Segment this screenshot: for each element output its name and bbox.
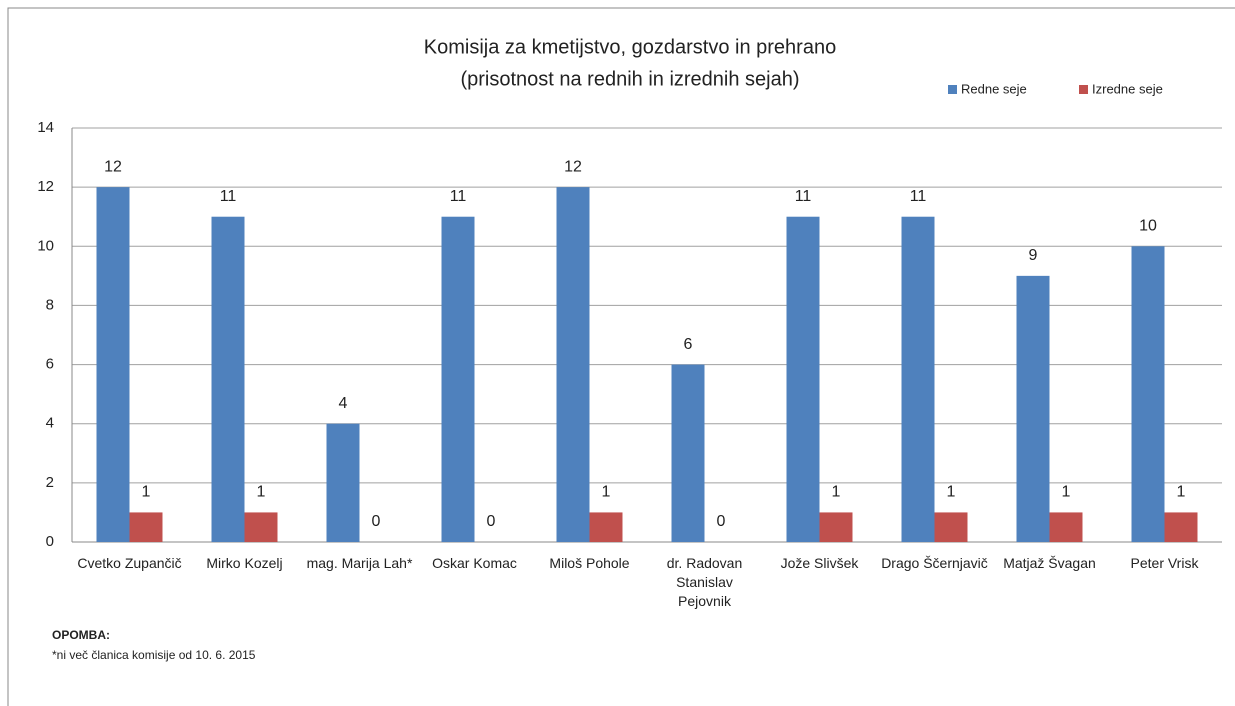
y-tick-label: 12 <box>37 178 54 195</box>
value-label: 9 <box>1029 247 1038 264</box>
y-tick-label: 6 <box>46 356 54 373</box>
value-label: 1 <box>142 484 151 501</box>
x-tick-label: dr. Radovan Stanislav Pejovnik <box>666 555 743 609</box>
bar <box>96 187 130 542</box>
bar <box>901 216 935 542</box>
value-label: 6 <box>684 336 693 353</box>
chart-title: Komisija za kmetijstvo, gozdarstvo in pr… <box>424 36 836 58</box>
value-label: 0 <box>372 513 381 530</box>
bar <box>326 423 360 542</box>
y-tick-label: 8 <box>46 296 54 313</box>
bar <box>1131 246 1165 543</box>
x-tick-label: Matjaž Švagan <box>1003 555 1096 571</box>
bar <box>819 512 853 542</box>
y-tick-label: 10 <box>37 237 54 254</box>
x-tick-label: mag. Marija Lah* <box>306 555 413 571</box>
value-label: 1 <box>257 484 266 501</box>
x-tick-label: Miloš Pohole <box>549 555 630 571</box>
bar <box>441 216 475 542</box>
bar <box>934 512 968 542</box>
bar <box>671 364 705 542</box>
bar <box>211 216 245 542</box>
legend-label: Redne seje <box>961 81 1027 96</box>
note: *ni več članica komisije od 10. 6. 2015 <box>52 648 256 662</box>
bar <box>556 187 590 542</box>
value-label: 1 <box>1062 484 1071 501</box>
value-label: 1 <box>1177 484 1186 501</box>
y-tick-label: 0 <box>46 533 54 550</box>
legend-label: Izredne seje <box>1092 81 1163 96</box>
value-label: 1 <box>602 484 611 501</box>
value-label: 0 <box>717 513 726 530</box>
x-tick-label: Drago Ščernjavič <box>881 555 988 571</box>
value-label: 11 <box>910 188 927 205</box>
bar <box>786 216 820 542</box>
x-tick-label: Cvetko Zupančič <box>77 555 182 571</box>
value-label: 0 <box>487 513 496 530</box>
x-tick-label: Peter Vrisk <box>1130 555 1199 571</box>
value-label: 12 <box>104 158 122 175</box>
legend-swatch <box>1079 85 1088 94</box>
bar <box>1164 512 1198 542</box>
chart-frame <box>7 7 1235 706</box>
bar <box>244 512 278 542</box>
legend-swatch <box>948 85 957 94</box>
value-label: 10 <box>1139 218 1157 235</box>
y-tick-label: 4 <box>46 415 54 432</box>
value-label: 11 <box>450 188 467 205</box>
y-tick-label: 2 <box>46 474 54 491</box>
x-tick-label: Mirko Kozelj <box>206 555 283 571</box>
value-label: 12 <box>564 158 582 175</box>
bar <box>589 512 623 542</box>
note-title: OPOMBA: <box>52 628 110 642</box>
bar <box>1049 512 1083 542</box>
bar <box>1016 275 1050 542</box>
chart-subtitle: (prisotnost na rednih in izrednih sejah) <box>460 68 799 90</box>
value-label: 1 <box>947 484 956 501</box>
value-label: 4 <box>339 395 348 412</box>
value-label: 1 <box>832 484 841 501</box>
x-tick-label: Oskar Komac <box>432 555 517 571</box>
bar <box>129 512 163 542</box>
value-label: 11 <box>220 188 237 205</box>
x-tick-label: Jože Slivšek <box>780 555 859 571</box>
value-label: 11 <box>795 188 812 205</box>
y-tick-label: 14 <box>37 119 54 136</box>
